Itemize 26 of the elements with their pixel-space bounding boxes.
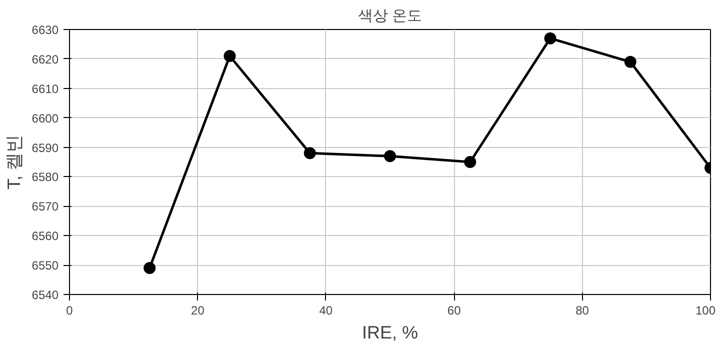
y-tick-label: 6570 xyxy=(32,200,59,214)
y-axis-title: T, 켈빈 xyxy=(4,134,24,190)
y-tick-label: 6590 xyxy=(32,140,59,155)
x-tick-label: 80 xyxy=(576,304,590,318)
y-tick-label: 6630 xyxy=(32,23,59,37)
y-tick-label: 6580 xyxy=(32,170,59,184)
point xyxy=(304,147,316,160)
y-tick-label: 6600 xyxy=(32,111,59,126)
point xyxy=(464,156,476,168)
point xyxy=(224,50,236,62)
x-tick-label: 60 xyxy=(447,304,462,318)
x-tick-label: 20 xyxy=(191,304,205,318)
y-tick-label: 6620 xyxy=(32,52,59,66)
point xyxy=(384,150,396,162)
y-tick-label: 6610 xyxy=(32,82,59,96)
y-tick-label: 6550 xyxy=(32,258,59,273)
chart-title: 색상 온도 xyxy=(358,8,422,24)
y-tick-label: 6560 xyxy=(32,229,59,244)
x-tick-label: 0 xyxy=(66,304,74,318)
point xyxy=(144,262,156,274)
y-tick-label: 6540 xyxy=(32,288,59,302)
point xyxy=(544,32,556,44)
x-axis-title: IRE, % xyxy=(362,322,418,342)
point xyxy=(624,56,636,68)
x-tick-label: 100 xyxy=(695,304,716,318)
x-tick-label: 40 xyxy=(319,304,333,318)
